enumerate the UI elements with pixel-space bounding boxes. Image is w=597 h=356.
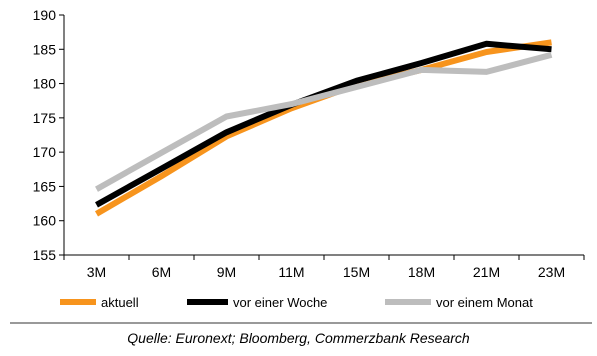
x-tick-label: 21M: [473, 264, 500, 280]
x-tick-label: 11M: [278, 264, 304, 280]
legend-label: vor einem Monat: [436, 295, 533, 310]
x-tick-label: 18M: [408, 264, 435, 280]
chart-legend: aktuell vor einer Woche vor einem Monat: [60, 295, 533, 310]
x-tick-label: 15M: [343, 264, 370, 280]
y-tick-label: 165: [33, 178, 57, 194]
x-tick-label: 3M: [87, 264, 106, 280]
y-tick-label: 155: [33, 247, 57, 263]
y-tick-label: 185: [33, 41, 57, 57]
y-tick-label: 190: [33, 7, 57, 23]
legend-label: vor einer Woche: [233, 295, 327, 310]
source-note: Quelle: Euronext; Bloomberg, Commerzbank…: [127, 330, 470, 346]
series-line: [95, 51, 553, 192]
series-line: [95, 40, 552, 208]
chart-series: [94, 39, 553, 217]
series-line: [94, 39, 552, 217]
y-tick-label: 175: [33, 110, 57, 126]
legend-label: aktuell: [101, 295, 139, 310]
y-tick-label: 160: [33, 213, 57, 229]
chart-axes: 155 160 165 170 175 180 185 190 3M 6M 9M 11M 15M 18M 2…: [33, 7, 585, 280]
x-tick-label: 6M: [152, 264, 171, 280]
x-tick-label: 9M: [217, 264, 236, 280]
x-tick-label: 23M: [538, 264, 565, 280]
y-tick-label: 170: [33, 144, 57, 160]
y-tick-label: 180: [33, 76, 57, 92]
